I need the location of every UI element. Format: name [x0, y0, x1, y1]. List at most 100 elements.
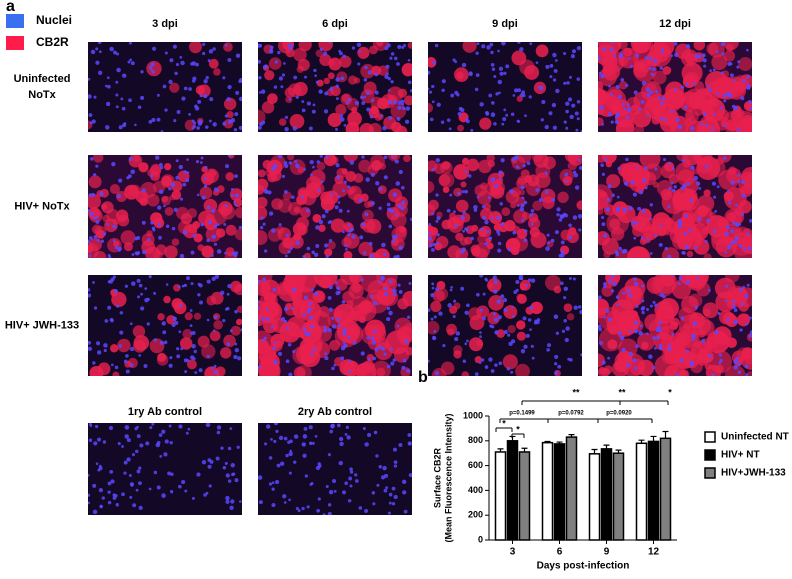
nucleus: [521, 90, 526, 95]
nucleus: [428, 223, 432, 226]
cell: [460, 181, 467, 188]
nucleus: [315, 465, 321, 471]
nucleus: [654, 167, 658, 171]
nucleus: [110, 479, 115, 484]
nucleus: [351, 46, 356, 50]
row-label: NoTx: [28, 89, 56, 101]
nucleus: [295, 95, 299, 99]
cell: [315, 49, 324, 58]
nucleus: [448, 127, 452, 131]
nucleus: [545, 246, 550, 251]
nucleus: [284, 307, 289, 312]
nucleus: [93, 216, 97, 220]
nucleus: [560, 281, 564, 286]
y-axis-label: Surface CB2R: [432, 447, 442, 508]
nucleus: [165, 283, 169, 286]
nucleus: [327, 453, 331, 457]
nucleus: [431, 286, 435, 290]
nucleus: [283, 161, 288, 165]
nucleus: [283, 501, 287, 504]
nucleus: [530, 209, 535, 213]
nucleus: [233, 128, 238, 132]
nucleus: [486, 230, 490, 234]
bar: [647, 440, 660, 541]
nucleus: [88, 113, 93, 117]
nucleus: [225, 307, 229, 311]
nucleus: [552, 125, 558, 130]
micrograph: [258, 155, 412, 258]
cell: [323, 77, 331, 85]
nucleus: [388, 279, 393, 284]
nucleus: [346, 435, 351, 440]
nucleus: [639, 324, 643, 328]
nucleus: [521, 196, 525, 200]
nucleus: [183, 86, 188, 91]
nucleus: [661, 96, 666, 101]
bar: [553, 443, 566, 541]
nucleus: [428, 236, 433, 241]
cell: [203, 198, 218, 213]
nucleus: [572, 170, 577, 174]
nucleus: [208, 49, 214, 54]
cell: [603, 251, 611, 258]
nucleus: [603, 285, 607, 289]
nucleus: [392, 447, 397, 452]
nucleus: [213, 364, 217, 368]
nucleus: [311, 288, 315, 292]
nucleus: [204, 165, 208, 169]
cell: [319, 53, 332, 67]
nucleus: [273, 360, 278, 365]
micrograph: [428, 155, 582, 258]
nucleus: [284, 163, 289, 169]
nucleus: [662, 158, 667, 162]
nucleus: [515, 279, 520, 285]
nucleus: [614, 250, 619, 254]
nucleus: [378, 280, 381, 284]
nucleus: [480, 227, 484, 231]
nucleus: [565, 101, 570, 106]
nucleus: [216, 249, 222, 254]
cell: [627, 246, 649, 258]
nucleus: [555, 331, 560, 335]
nucleus: [124, 434, 129, 439]
cell: [479, 117, 492, 130]
cell: [708, 211, 716, 219]
cell: [312, 214, 322, 223]
nucleus: [208, 119, 212, 123]
cell: [743, 313, 750, 321]
nucleus: [398, 443, 403, 447]
nucleus: [179, 253, 185, 258]
cell: [715, 116, 730, 131]
nucleus: [575, 128, 579, 132]
nucleus: [578, 228, 582, 232]
nucleus: [107, 280, 111, 284]
nucleus: [475, 292, 480, 297]
cell: [449, 212, 456, 220]
nucleus: [652, 300, 656, 304]
nucleus: [720, 42, 726, 47]
legend-swatch: [704, 449, 716, 461]
nucleus: [654, 233, 658, 237]
cell: [258, 230, 268, 246]
nucleus: [269, 45, 274, 50]
error-bar: [662, 430, 669, 439]
bar: [541, 441, 554, 541]
nucleus: [380, 346, 386, 351]
cell: [324, 248, 333, 257]
nucleus: [390, 80, 394, 84]
nucleus: [314, 291, 319, 296]
nucleus: [356, 42, 362, 48]
nucleus: [540, 118, 544, 122]
nucleus: [565, 126, 569, 130]
nucleus: [602, 47, 607, 52]
nucleus: [258, 319, 261, 324]
nucleus: [158, 433, 163, 437]
nucleus: [614, 115, 619, 119]
nucleus: [129, 363, 134, 367]
nucleus: [474, 372, 479, 376]
cell: [311, 314, 320, 323]
nucleus: [632, 192, 637, 197]
nucleus: [446, 118, 451, 122]
nucleus: [266, 317, 270, 322]
nucleus: [149, 174, 153, 178]
